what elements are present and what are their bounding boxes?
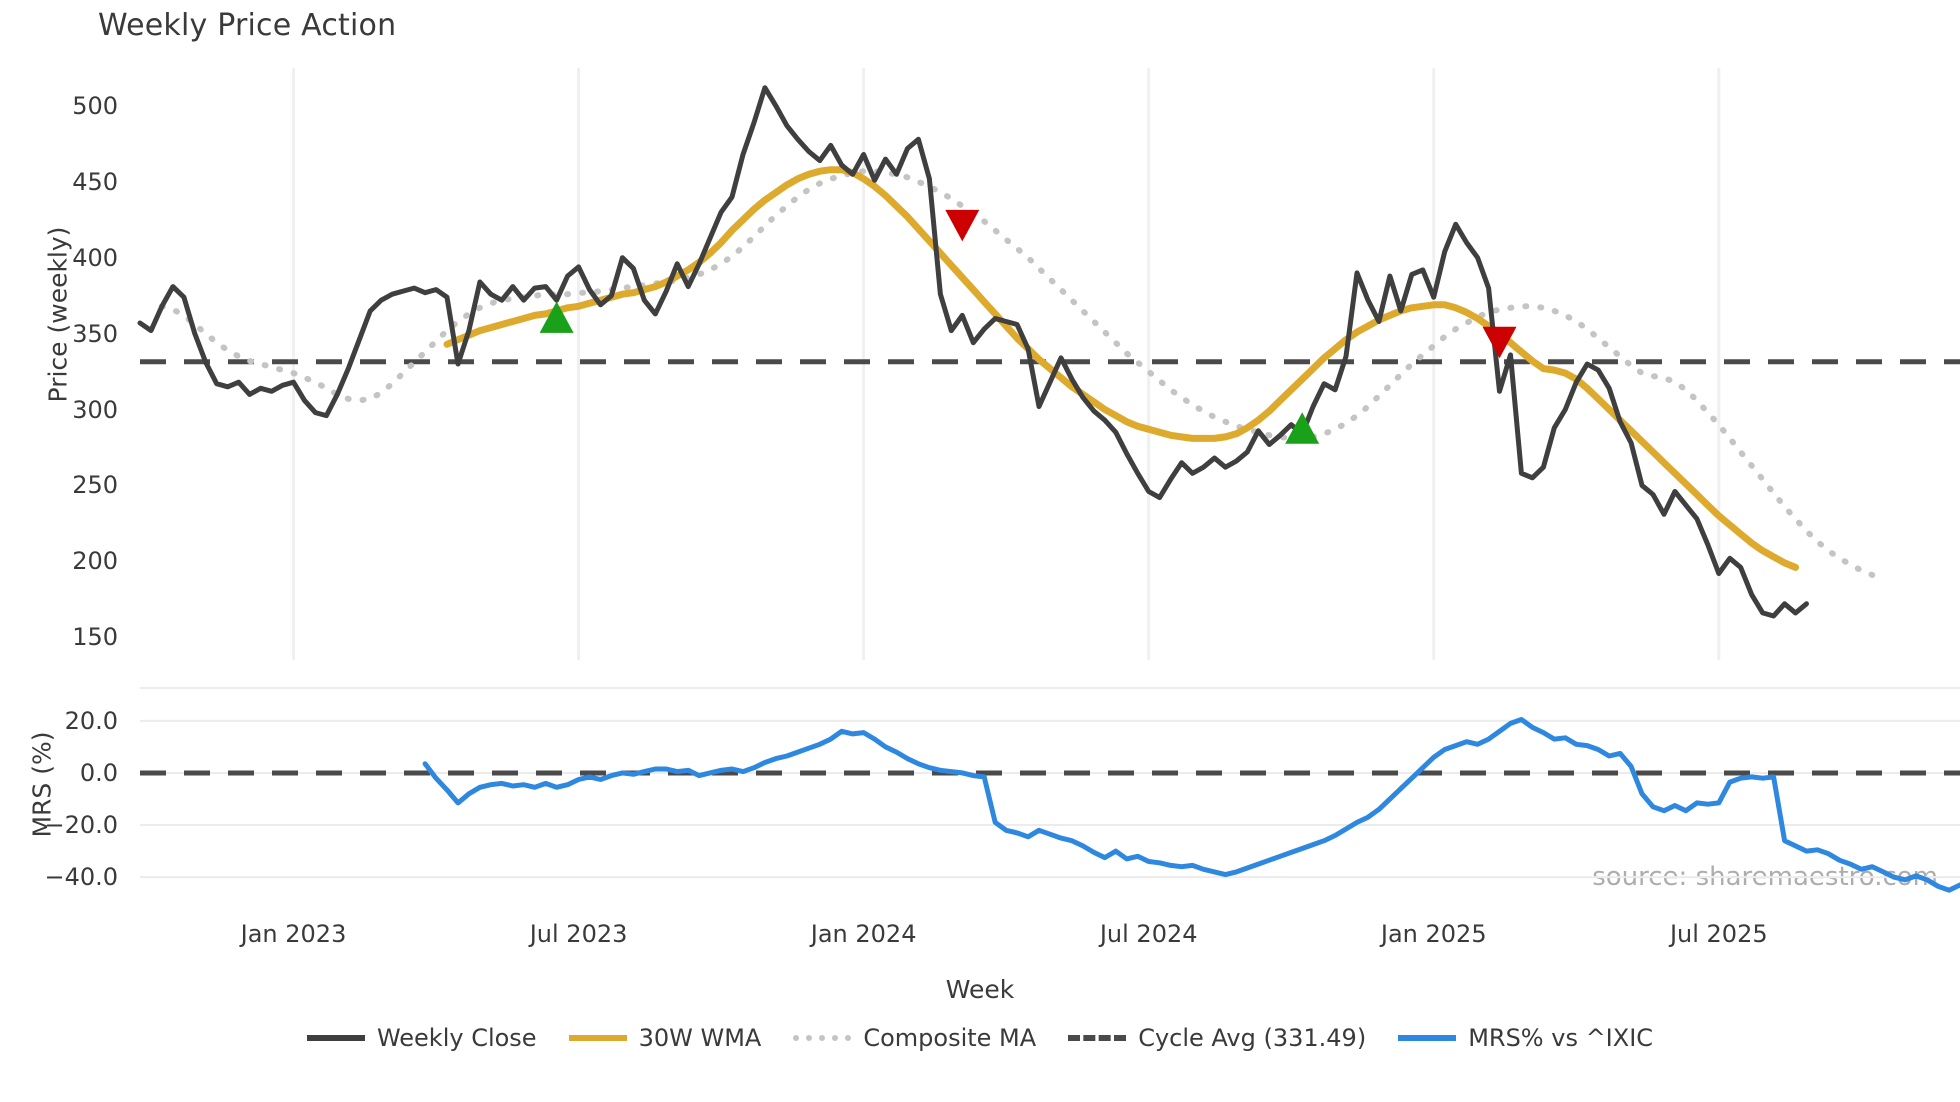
legend-label: Composite MA bbox=[863, 1024, 1037, 1052]
price-y-tick: 450 bbox=[72, 167, 118, 196]
legend-swatch-icon bbox=[568, 1035, 627, 1041]
x-tick: Jul 2024 bbox=[1099, 920, 1198, 948]
legend-label: Cycle Avg (331.49) bbox=[1138, 1024, 1367, 1052]
legend-swatch-icon bbox=[1068, 1035, 1127, 1041]
legend-swatch-icon bbox=[793, 1035, 852, 1041]
legend-label: MRS% vs ^IXIC bbox=[1468, 1024, 1654, 1052]
legend-swatch-icon bbox=[1398, 1035, 1457, 1041]
sell-signal-marker[interactable] bbox=[1482, 326, 1517, 359]
legend-label: 30W WMA bbox=[638, 1024, 762, 1052]
chart-legend: Weekly Close 30W WMA Composite MA Cycle Avg… bbox=[0, 1024, 1960, 1052]
buy-signal-marker[interactable] bbox=[539, 301, 574, 333]
price-y-tick: 350 bbox=[72, 319, 118, 348]
x-tick: Jul 2025 bbox=[1669, 920, 1768, 948]
mrs-gridlines bbox=[140, 687, 1960, 879]
x-tick: Jan 2023 bbox=[240, 920, 347, 948]
series-composite-ma bbox=[158, 168, 1876, 578]
x-tick: Jan 2024 bbox=[810, 920, 917, 948]
price-y-tick: 400 bbox=[72, 243, 118, 272]
price-y-tick: 150 bbox=[72, 623, 118, 652]
mrs-y-tick: 0.0 bbox=[79, 758, 118, 787]
signal-marker-group bbox=[539, 209, 1517, 444]
mrs-y-tick: 20.0 bbox=[64, 706, 118, 735]
mrs-y-tick: −20.0 bbox=[44, 811, 118, 840]
legend-item[interactable]: Composite MA bbox=[793, 1024, 1036, 1052]
price-series-group bbox=[137, 85, 1960, 619]
x-tick: Jan 2025 bbox=[1380, 920, 1487, 948]
mrs-y-tick: −40.0 bbox=[44, 863, 118, 892]
price-y-tick: 250 bbox=[72, 471, 118, 500]
sell-signal-marker[interactable] bbox=[945, 209, 980, 242]
price-y-tick: 300 bbox=[72, 395, 118, 424]
legend-item[interactable]: Weekly Close bbox=[306, 1024, 537, 1052]
price-y-tick: 200 bbox=[72, 547, 118, 576]
legend-item[interactable]: Cycle Avg (331.49) bbox=[1068, 1024, 1366, 1052]
chart-title: Weekly Price Action bbox=[98, 8, 397, 43]
legend-swatch-icon bbox=[306, 1035, 365, 1041]
series-weekly-close bbox=[137, 85, 1809, 619]
legend-item[interactable]: 30W WMA bbox=[568, 1024, 762, 1052]
legend-item[interactable]: MRS% vs ^IXIC bbox=[1398, 1024, 1653, 1052]
x-axis-label: Week bbox=[945, 975, 1015, 1004]
price-y-tick: 500 bbox=[72, 91, 118, 120]
x-tick: Jul 2023 bbox=[529, 920, 628, 948]
series-mrs-vs-ixic bbox=[422, 717, 1960, 893]
legend-label: Weekly Close bbox=[376, 1024, 537, 1052]
mrs-series-group bbox=[140, 717, 1960, 893]
buy-signal-marker[interactable] bbox=[1285, 412, 1320, 444]
